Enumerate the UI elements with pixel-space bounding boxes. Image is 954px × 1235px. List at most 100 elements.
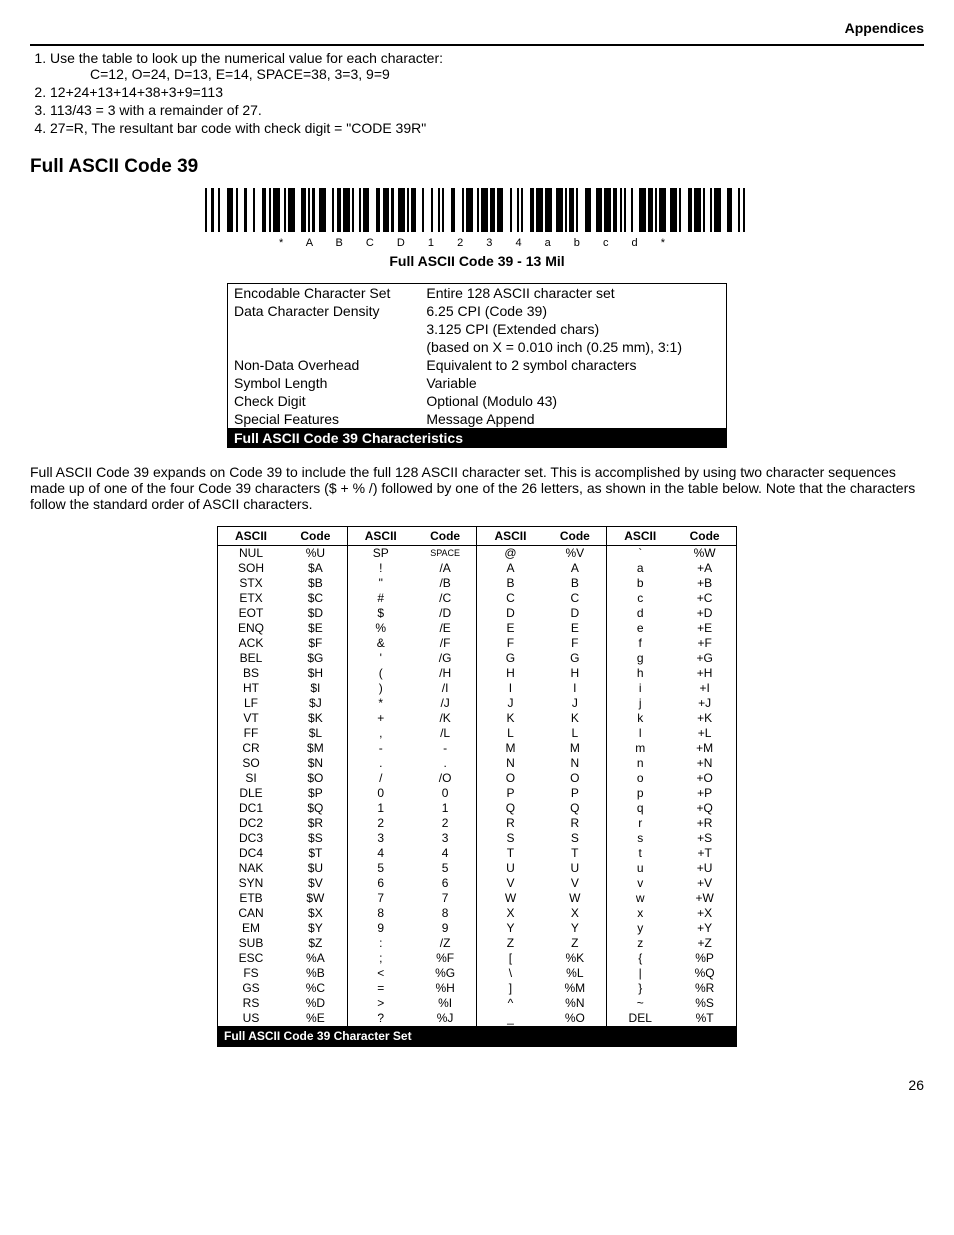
ascii-cell: ; bbox=[347, 951, 414, 966]
characteristics-label: Non-Data Overhead bbox=[228, 356, 421, 374]
ascii-cell: / bbox=[347, 771, 414, 786]
ascii-cell: @ bbox=[477, 546, 544, 562]
ascii-cell: 1 bbox=[347, 801, 414, 816]
ascii-cell: $F bbox=[284, 636, 347, 651]
ascii-cell: 5 bbox=[347, 861, 414, 876]
characteristics-label: Encodable Character Set bbox=[228, 284, 421, 303]
ascii-cell: LF bbox=[218, 696, 285, 711]
ascii-cell: + bbox=[347, 711, 414, 726]
ascii-cell: ~ bbox=[607, 996, 674, 1011]
ascii-cell: C bbox=[543, 591, 606, 606]
ascii-table: ASCIICodeASCIICodeASCIICodeASCIICode NUL… bbox=[217, 526, 737, 1047]
ascii-cell: DC2 bbox=[218, 816, 285, 831]
barcode-labels: * A B C D 1 2 3 4 a b c d * bbox=[30, 237, 924, 249]
ascii-cell: $Z bbox=[284, 936, 347, 951]
characteristics-label bbox=[228, 320, 421, 338]
ascii-cell: w bbox=[607, 891, 674, 906]
ascii-cell: d bbox=[607, 606, 674, 621]
ascii-cell: s bbox=[607, 831, 674, 846]
ascii-cell: %R bbox=[673, 981, 736, 996]
ascii-cell: $J bbox=[284, 696, 347, 711]
ascii-cell: %I bbox=[414, 996, 477, 1011]
ascii-row: FF$L,/LLLl+L bbox=[218, 726, 737, 741]
ascii-cell: { bbox=[607, 951, 674, 966]
ascii-cell: 9 bbox=[414, 921, 477, 936]
ascii-header-cell: ASCII bbox=[218, 527, 285, 546]
ascii-cell: $M bbox=[284, 741, 347, 756]
ascii-cell: E bbox=[543, 621, 606, 636]
characteristics-label: Data Character Density bbox=[228, 302, 421, 320]
ascii-cell: a bbox=[607, 561, 674, 576]
ascii-row: SI$O//OOOo+O bbox=[218, 771, 737, 786]
ascii-cell: T bbox=[543, 846, 606, 861]
ascii-cell: NUL bbox=[218, 546, 285, 562]
ascii-row: EM$Y99YYy+Y bbox=[218, 921, 737, 936]
ascii-cell: 8 bbox=[414, 906, 477, 921]
ascii-cell: R bbox=[477, 816, 544, 831]
ascii-row: ENQ$E%/EEEe+E bbox=[218, 621, 737, 636]
ascii-cell: u bbox=[607, 861, 674, 876]
characteristics-label bbox=[228, 338, 421, 356]
step-2: 12+24+13+14+38+3+9=113 bbox=[50, 84, 924, 100]
ascii-cell: +K bbox=[673, 711, 736, 726]
ascii-cell: %K bbox=[543, 951, 606, 966]
ascii-cell: /F bbox=[414, 636, 477, 651]
step-1-text: Use the table to look up the numerical v… bbox=[50, 50, 443, 66]
ascii-cell: } bbox=[607, 981, 674, 996]
ascii-cell: +G bbox=[673, 651, 736, 666]
ascii-footer: Full ASCII Code 39 Character Set bbox=[218, 1027, 737, 1047]
ascii-cell: | bbox=[607, 966, 674, 981]
ascii-cell: * bbox=[347, 696, 414, 711]
ascii-row: DC1$Q11QQq+Q bbox=[218, 801, 737, 816]
body-paragraph: Full ASCII Code 39 expands on Code 39 to… bbox=[30, 464, 924, 512]
ascii-cell: 6 bbox=[414, 876, 477, 891]
ascii-cell: +B bbox=[673, 576, 736, 591]
ascii-cell: z bbox=[607, 936, 674, 951]
ascii-cell: ENQ bbox=[218, 621, 285, 636]
ascii-cell: 9 bbox=[347, 921, 414, 936]
ascii-cell: D bbox=[543, 606, 606, 621]
ascii-cell: %M bbox=[543, 981, 606, 996]
characteristics-label: Special Features bbox=[228, 410, 421, 429]
characteristics-row: 3.125 CPI (Extended chars) bbox=[228, 320, 727, 338]
ascii-cell: I bbox=[477, 681, 544, 696]
ascii-cell: $S bbox=[284, 831, 347, 846]
ascii-cell: t bbox=[607, 846, 674, 861]
ascii-cell: /D bbox=[414, 606, 477, 621]
ascii-row: CR$M--MMm+M bbox=[218, 741, 737, 756]
ascii-cell: = bbox=[347, 981, 414, 996]
ascii-cell: BEL bbox=[218, 651, 285, 666]
ascii-cell: +D bbox=[673, 606, 736, 621]
ascii-cell: 6 bbox=[347, 876, 414, 891]
ascii-cell: +I bbox=[673, 681, 736, 696]
ascii-cell: GS bbox=[218, 981, 285, 996]
ascii-cell: %B bbox=[284, 966, 347, 981]
characteristics-label: Symbol Length bbox=[228, 374, 421, 392]
step-3: 113/43 = 3 with a remainder of 27. bbox=[50, 102, 924, 118]
ascii-cell: /C bbox=[414, 591, 477, 606]
ascii-header-cell: Code bbox=[284, 527, 347, 546]
ascii-cell: H bbox=[543, 666, 606, 681]
ascii-cell: . bbox=[414, 756, 477, 771]
ascii-cell: W bbox=[477, 891, 544, 906]
ascii-cell: DLE bbox=[218, 786, 285, 801]
ascii-cell: _ bbox=[477, 1011, 544, 1027]
ascii-cell: $U bbox=[284, 861, 347, 876]
ascii-cell: ETX bbox=[218, 591, 285, 606]
ascii-row: ETX$C#/CCCc+C bbox=[218, 591, 737, 606]
ascii-cell: ] bbox=[477, 981, 544, 996]
ascii-cell: D bbox=[477, 606, 544, 621]
ascii-cell: N bbox=[543, 756, 606, 771]
ascii-cell: q bbox=[607, 801, 674, 816]
ascii-header-cell: Code bbox=[414, 527, 477, 546]
ascii-cell: +V bbox=[673, 876, 736, 891]
ascii-cell: %N bbox=[543, 996, 606, 1011]
ascii-cell: %F bbox=[414, 951, 477, 966]
ascii-cell: J bbox=[543, 696, 606, 711]
ascii-header-cell: ASCII bbox=[607, 527, 674, 546]
ascii-row: BS$H(/HHHh+H bbox=[218, 666, 737, 681]
ascii-row: GS%C=%H]%M}%R bbox=[218, 981, 737, 996]
ascii-cell: /K bbox=[414, 711, 477, 726]
ascii-cell: , bbox=[347, 726, 414, 741]
ascii-cell: W bbox=[543, 891, 606, 906]
